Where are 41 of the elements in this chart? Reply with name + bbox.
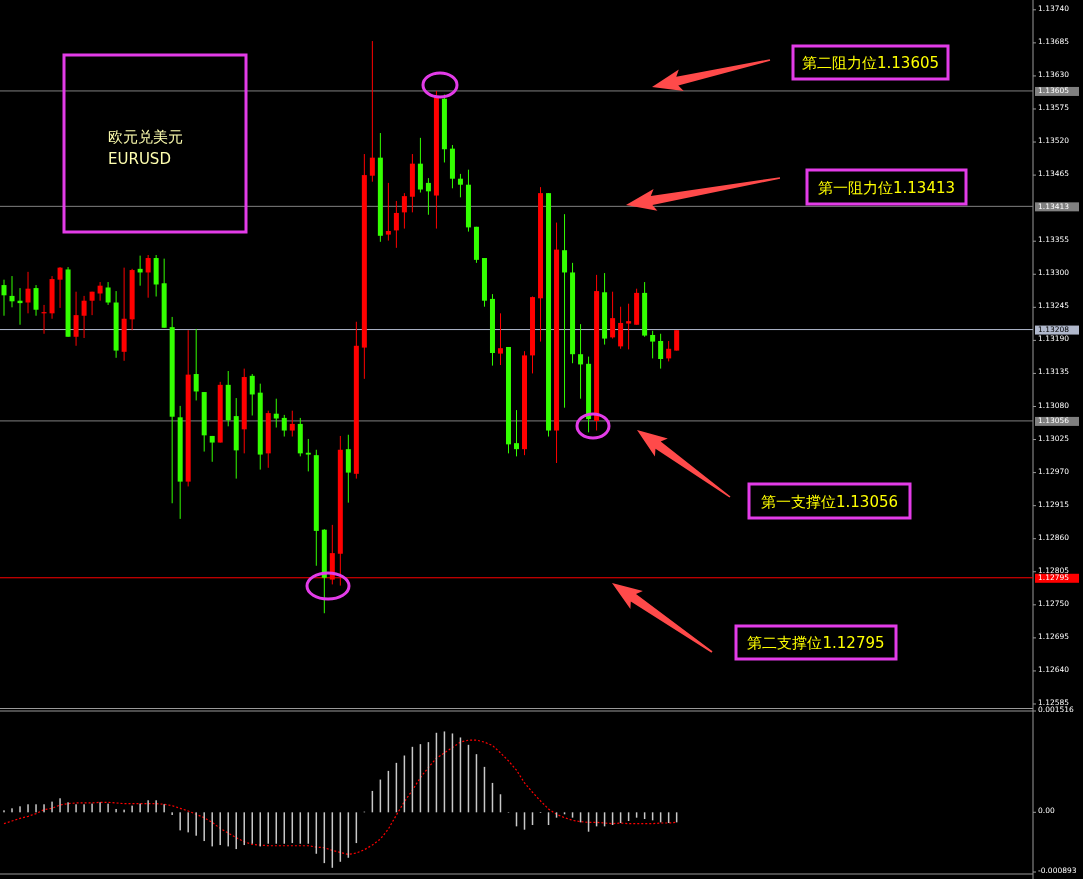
candlestick (273, 398, 279, 429)
candlestick (73, 291, 79, 347)
candlestick (393, 200, 399, 249)
candlestick (385, 182, 391, 242)
annotation: 第二阻力位1.13605 (801, 54, 940, 72)
candlestick (658, 333, 664, 370)
candlestick (289, 410, 295, 438)
candlestick (666, 340, 672, 362)
candlestick (610, 291, 616, 340)
candlestick (145, 254, 151, 299)
annotation: 第二支撑位1.12795 (747, 634, 885, 652)
candlestick (9, 275, 15, 308)
line-series (3, 739, 678, 856)
candlestick (193, 328, 199, 401)
candlestick (369, 40, 375, 183)
candlestick (626, 303, 632, 350)
annotation: 第一支撑位1.13056 (760, 492, 899, 511)
candlestick (457, 173, 463, 198)
candlestick (401, 192, 407, 230)
annotation: 欧元兑美元 EURUSD (108, 127, 183, 168)
candlestick (514, 409, 519, 457)
candlestick (618, 306, 624, 350)
candlestick (1, 279, 7, 317)
candlestick (249, 373, 255, 416)
candlestick (209, 435, 215, 463)
candlestick (57, 266, 63, 309)
candlestick (25, 271, 31, 314)
candlestick (345, 434, 351, 504)
candlestick (305, 438, 311, 472)
candlestick (562, 213, 568, 409)
candlestick (674, 329, 680, 352)
candlestick (81, 295, 87, 339)
candlestick (578, 323, 584, 400)
candlestick (650, 330, 656, 359)
candlestick (33, 284, 39, 317)
candlestick (105, 281, 111, 306)
candlestick (497, 312, 503, 366)
candlestick (425, 177, 431, 216)
candlestick (281, 414, 287, 438)
candlestick (97, 281, 103, 302)
annotation: 第一阻力位1.13413 (817, 178, 956, 197)
